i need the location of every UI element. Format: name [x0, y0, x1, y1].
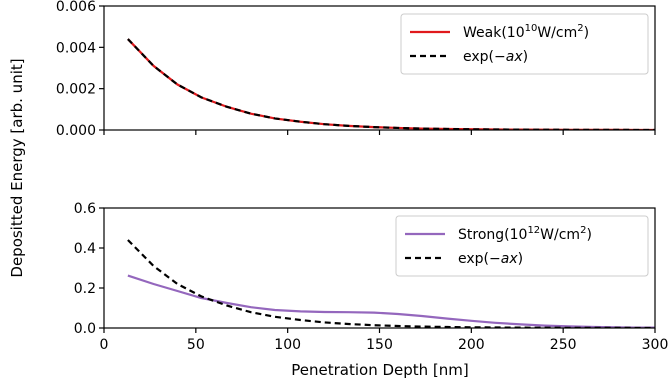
top-y-tick-label: 0.006 [56, 0, 96, 15]
bottom-legend-label: exp(−ax) [458, 251, 523, 267]
bottom-x-tick-label: 0 [100, 337, 109, 353]
bottom-y-tick-label: 0.0 [74, 321, 96, 337]
bottom-y-tick-label: 0.6 [74, 201, 96, 217]
bottom-x-tick-label: 300 [642, 337, 669, 353]
bottom-y-tick-label: 0.4 [74, 241, 96, 257]
bottom-x-tick-label: 50 [187, 337, 205, 353]
top-legend-label: exp(−ax) [463, 49, 528, 65]
top-legend-box [400, 13, 649, 75]
bottom-legend-label: Strong(1012W/cm2) [458, 225, 592, 243]
top-legend: Weak(1010W/cm2) exp(−ax) [400, 13, 649, 75]
top-y-tick-label: 0.002 [56, 82, 96, 98]
bottom-series-data-line [127, 274, 655, 328]
bottom-legend: Strong(1012W/cm2) exp(−ax) [395, 215, 649, 277]
top-y-tick-label: 0.000 [56, 123, 96, 139]
y-axis-title: Depositted Energy [arb. unit] [8, 58, 26, 277]
bottom-legend-box [395, 215, 649, 277]
top-legend-label: Weak(1010W/cm2) [463, 23, 589, 41]
top-y-tick-label: 0.004 [56, 40, 96, 56]
x-axis-title: Penetration Depth [nm] [291, 361, 469, 379]
bottom-x-tick-label: 100 [274, 337, 301, 353]
bottom-x-tick-label: 250 [550, 337, 577, 353]
bottom-y-tick-label: 0.2 [74, 281, 96, 297]
bottom-x-tick-label: 200 [458, 337, 485, 353]
bottom-panel: 0.0 0.2 0.4 0.6 0 50 100 150 200 250 300 Strong(101… [74, 201, 669, 353]
top-panel: 0.000 0.002 0.004 0.006 Weak(1010W/cm2) exp(−… [56, 0, 656, 139]
bottom-x-tick-label: 150 [366, 337, 393, 353]
